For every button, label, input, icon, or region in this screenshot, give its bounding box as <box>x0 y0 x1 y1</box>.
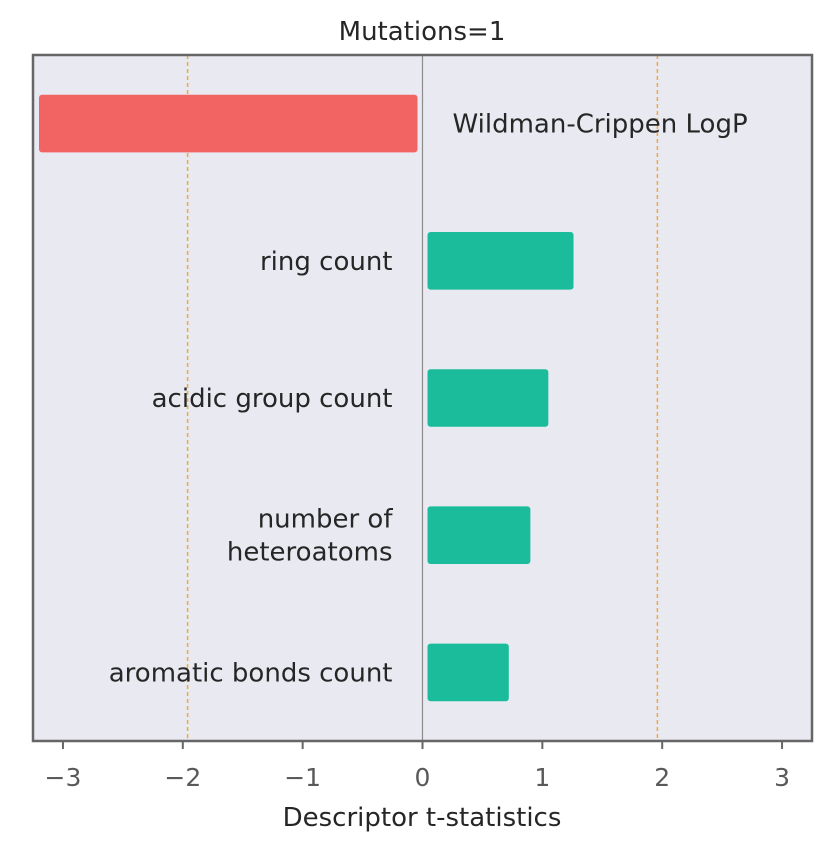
x-tick-label-4: 1 <box>534 763 550 792</box>
x-tick-label-2: −1 <box>284 763 321 792</box>
category-label-0: Wildman-Crippen LogP <box>453 110 748 140</box>
reference-lines <box>186 55 659 741</box>
category-label-4: aromatic bonds count <box>109 658 393 688</box>
category-label-1: ring count <box>260 247 393 277</box>
chart-title: Mutations=1 <box>339 17 506 47</box>
category-label-3: number of heteroatoms <box>227 505 393 568</box>
category-labels: Wildman-Crippen LogP ring count acidic gro… <box>109 110 748 689</box>
category-label-2: acidic group count <box>152 384 393 414</box>
bars <box>38 94 574 702</box>
x-axis-ticks: −3 −2 −1 0 1 2 3 <box>45 741 790 792</box>
x-tick-label-3: 0 <box>415 763 431 792</box>
x-tick-label-0: −3 <box>45 763 82 792</box>
bar-0 <box>38 94 418 153</box>
x-tick-label-1: −2 <box>164 763 201 792</box>
x-axis-label: Descriptor t-statistics <box>283 803 562 833</box>
x-tick-label-6: 3 <box>774 763 790 792</box>
bar-2 <box>427 369 549 427</box>
bar-3 <box>427 506 531 565</box>
x-tick-label-5: 2 <box>654 763 670 792</box>
bar-4 <box>427 643 509 702</box>
bar-1 <box>427 231 574 290</box>
